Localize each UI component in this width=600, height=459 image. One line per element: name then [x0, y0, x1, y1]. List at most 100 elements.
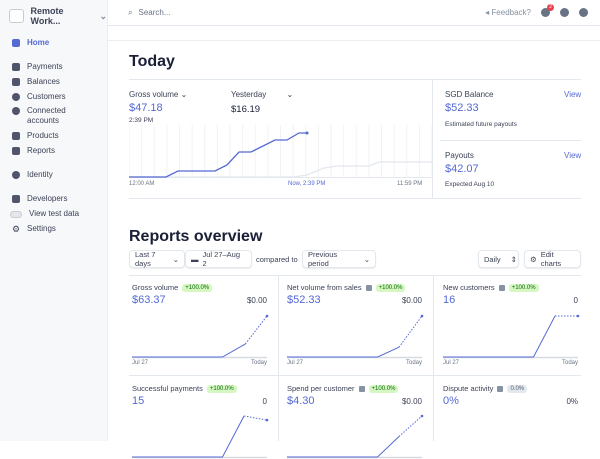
card-value: 15: [132, 395, 145, 407]
card-sparkline: [443, 314, 580, 359]
card-value: $4.30: [287, 395, 315, 407]
search-placeholder: Search...: [138, 8, 171, 17]
sidebar-item-label: Products: [27, 131, 59, 140]
date-picker-button[interactable]: ▬ Jul 27–Aug 2: [185, 250, 252, 268]
card-sparkline: [132, 415, 269, 459]
compare-selector[interactable]: Yesterday ⌄: [231, 90, 293, 99]
sidebar-item-label: Identity: [27, 170, 53, 179]
card-x-end: Today: [561, 360, 578, 366]
sidebar-item-developers[interactable]: Developers: [12, 194, 67, 204]
sidebar: Remote Work... ⌄ Home Payments Balances C…: [0, 0, 108, 441]
card-x-end: Today: [405, 360, 422, 366]
dates-label: Jul 27–Aug 2: [202, 250, 241, 268]
card-sparkline: [287, 314, 424, 359]
payments-icon: [12, 63, 20, 71]
info-icon[interactable]: [365, 284, 372, 291]
notification-count: 2: [547, 4, 554, 11]
sidebar-item-settings[interactable]: ⚙ Settings: [12, 224, 56, 234]
sidebar-item-label: Home: [27, 38, 50, 47]
gear-icon: ⚙: [12, 224, 21, 234]
search-input[interactable]: ⌕ Search...: [128, 8, 171, 18]
change-badge: +100.0%: [508, 283, 539, 292]
card-previous-value: $0.00: [246, 296, 267, 305]
sidebar-item-payments[interactable]: Payments: [12, 62, 63, 72]
account-logo-icon: [9, 9, 25, 23]
range-label: Last 7 days: [135, 250, 156, 268]
top-header: ⌕ Search... ◂ Feedback? 2: [108, 0, 600, 26]
change-badge: 0.0%: [507, 384, 528, 393]
sidebar-item-connected-accounts[interactable]: Connected accounts: [12, 106, 87, 126]
sparkline-end-dot: [420, 414, 424, 418]
sidebar-item-reports[interactable]: Reports: [12, 146, 55, 156]
sparkline-projection: [398, 315, 423, 348]
feedback-label: Feedback?: [491, 8, 531, 17]
home-icon: [12, 39, 20, 47]
previous-period-label: Previous period: [308, 250, 338, 268]
sidebar-item-customers[interactable]: Customers: [12, 92, 66, 102]
card-previous-value: 0%: [566, 397, 578, 406]
change-badge: +100.0%: [206, 384, 237, 393]
card-sparkline: [132, 314, 269, 359]
account-switcher[interactable]: Remote Work... ⌄: [9, 6, 107, 26]
balance-view-link[interactable]: View: [564, 90, 582, 99]
sort-arrows-icon: ⇕: [510, 254, 517, 264]
change-badge: +100.0%: [375, 283, 406, 292]
sidebar-item-balances[interactable]: Balances: [12, 77, 60, 87]
gear-icon: ⚙: [530, 254, 537, 264]
info-icon[interactable]: [497, 385, 504, 392]
terminal-icon: [12, 195, 20, 203]
identity-check-icon: [12, 171, 20, 179]
sparkline-current: [287, 436, 400, 458]
toggle-switch[interactable]: [10, 210, 22, 218]
x-axis-end: 11:59 PM: [397, 181, 423, 187]
card-previous-value: 0: [573, 296, 578, 305]
today-gross-volume-chart: [129, 125, 432, 178]
sparkline-current: [287, 346, 400, 358]
sparkline-end-dot: [420, 314, 424, 318]
feedback-button[interactable]: ◂ Feedback?: [485, 8, 531, 17]
interval-select[interactable]: Daily ⇕: [478, 250, 519, 268]
sidebar-item-products[interactable]: Products: [12, 131, 59, 141]
help-icon[interactable]: [560, 8, 569, 17]
card-title: Net volume from sales: [287, 283, 362, 292]
info-icon[interactable]: [498, 284, 505, 291]
user-account-icon[interactable]: [579, 8, 588, 17]
edit-charts-button[interactable]: ⚙ Edit charts: [524, 250, 581, 268]
date-range-select[interactable]: Last 7 days ⌄: [129, 250, 185, 268]
chevron-down-icon: ⌄: [172, 254, 179, 264]
info-icon[interactable]: [358, 385, 365, 392]
compare-period-select[interactable]: Previous period ⌄: [302, 250, 376, 268]
compare-value: $16.19: [231, 104, 261, 115]
balance-note: Estimated future payouts: [445, 121, 517, 128]
change-badge: +100.0%: [368, 384, 399, 393]
sparkline-projection: [243, 415, 268, 421]
card-title: Successful payments: [132, 384, 203, 393]
sidebar-item-label: Payments: [27, 62, 63, 71]
sidebar-item-label: Reports: [27, 146, 56, 155]
x-axis-start: 12:00 AM: [129, 181, 155, 187]
sidebar-item-label: View test data: [29, 209, 80, 218]
sparkline-current: [132, 415, 245, 458]
card-previous-value: 0: [262, 397, 267, 406]
chevron-down-icon: ⌄: [363, 254, 370, 264]
x-axis-now: Now, 2:39 PM: [288, 181, 326, 187]
account-name: Remote Work...: [30, 6, 64, 26]
customers-icon: [12, 93, 20, 101]
sidebar-item-identity[interactable]: Identity: [12, 170, 53, 180]
today-heading: Today: [129, 53, 175, 70]
view-test-data-toggle[interactable]: View test data: [10, 209, 79, 219]
balances-icon: [12, 78, 20, 86]
interval-label: Daily: [484, 254, 501, 264]
card-previous-value: $0.00: [401, 397, 422, 406]
metric-selector[interactable]: Gross volume ⌄: [129, 90, 187, 99]
sparkline-current: [443, 315, 556, 358]
compared-to-label: compared to: [256, 255, 298, 264]
sidebar-item-label: Connected accounts: [27, 106, 66, 125]
sidebar-item-home[interactable]: Home: [12, 38, 49, 48]
chevron-down-icon: ⌄: [99, 10, 107, 21]
payouts-view-link[interactable]: View: [564, 151, 582, 160]
notifications-bell-icon[interactable]: 2: [541, 4, 554, 17]
compare-label: Yesterday: [231, 90, 267, 99]
metric-label: Gross volume: [129, 90, 179, 99]
payouts-note: Expected Aug 10: [445, 181, 495, 188]
